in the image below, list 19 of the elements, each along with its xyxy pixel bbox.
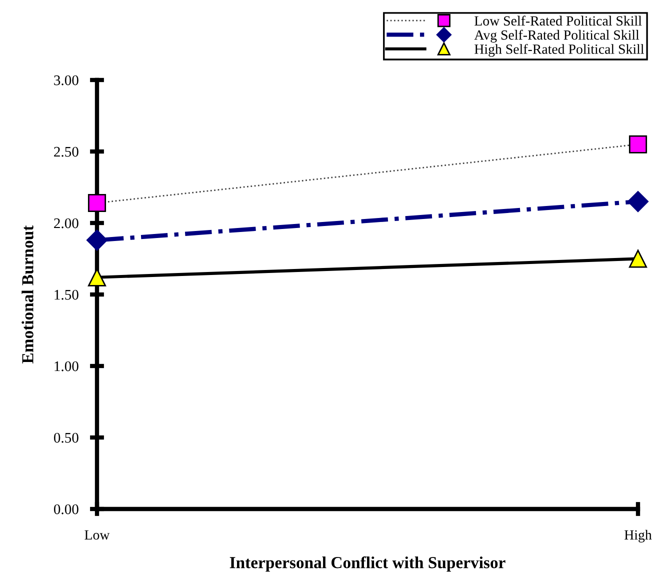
x-axis-title: Interpersonal Conflict with Supervisor [230, 556, 506, 572]
legend-label: Avg Self-Rated Political Skill [474, 30, 640, 43]
legend-label: Low Self-Rated Political Skill [474, 16, 642, 26]
point [86, 230, 108, 251]
y-tick-label: 2.50 [54, 146, 78, 157]
y-tick-label: 0.50 [54, 432, 78, 443]
y-axis-title: Emotional Burnout [22, 225, 34, 364]
y-tick-label: 3.00 [54, 75, 78, 86]
x-tick-label: Low [84, 530, 110, 540]
point [627, 191, 649, 212]
point [88, 194, 106, 212]
x-tick-label: High [624, 530, 652, 542]
legend-label: High Self-Rated Political Skill [474, 44, 644, 57]
point [628, 250, 648, 268]
y-tick-label: 1.00 [54, 361, 78, 372]
y-tick-label: 1.50 [54, 290, 78, 300]
y-tick-label: 0.00 [54, 504, 78, 514]
y-tick-label: 2.00 [54, 218, 78, 228]
point [628, 135, 648, 154]
